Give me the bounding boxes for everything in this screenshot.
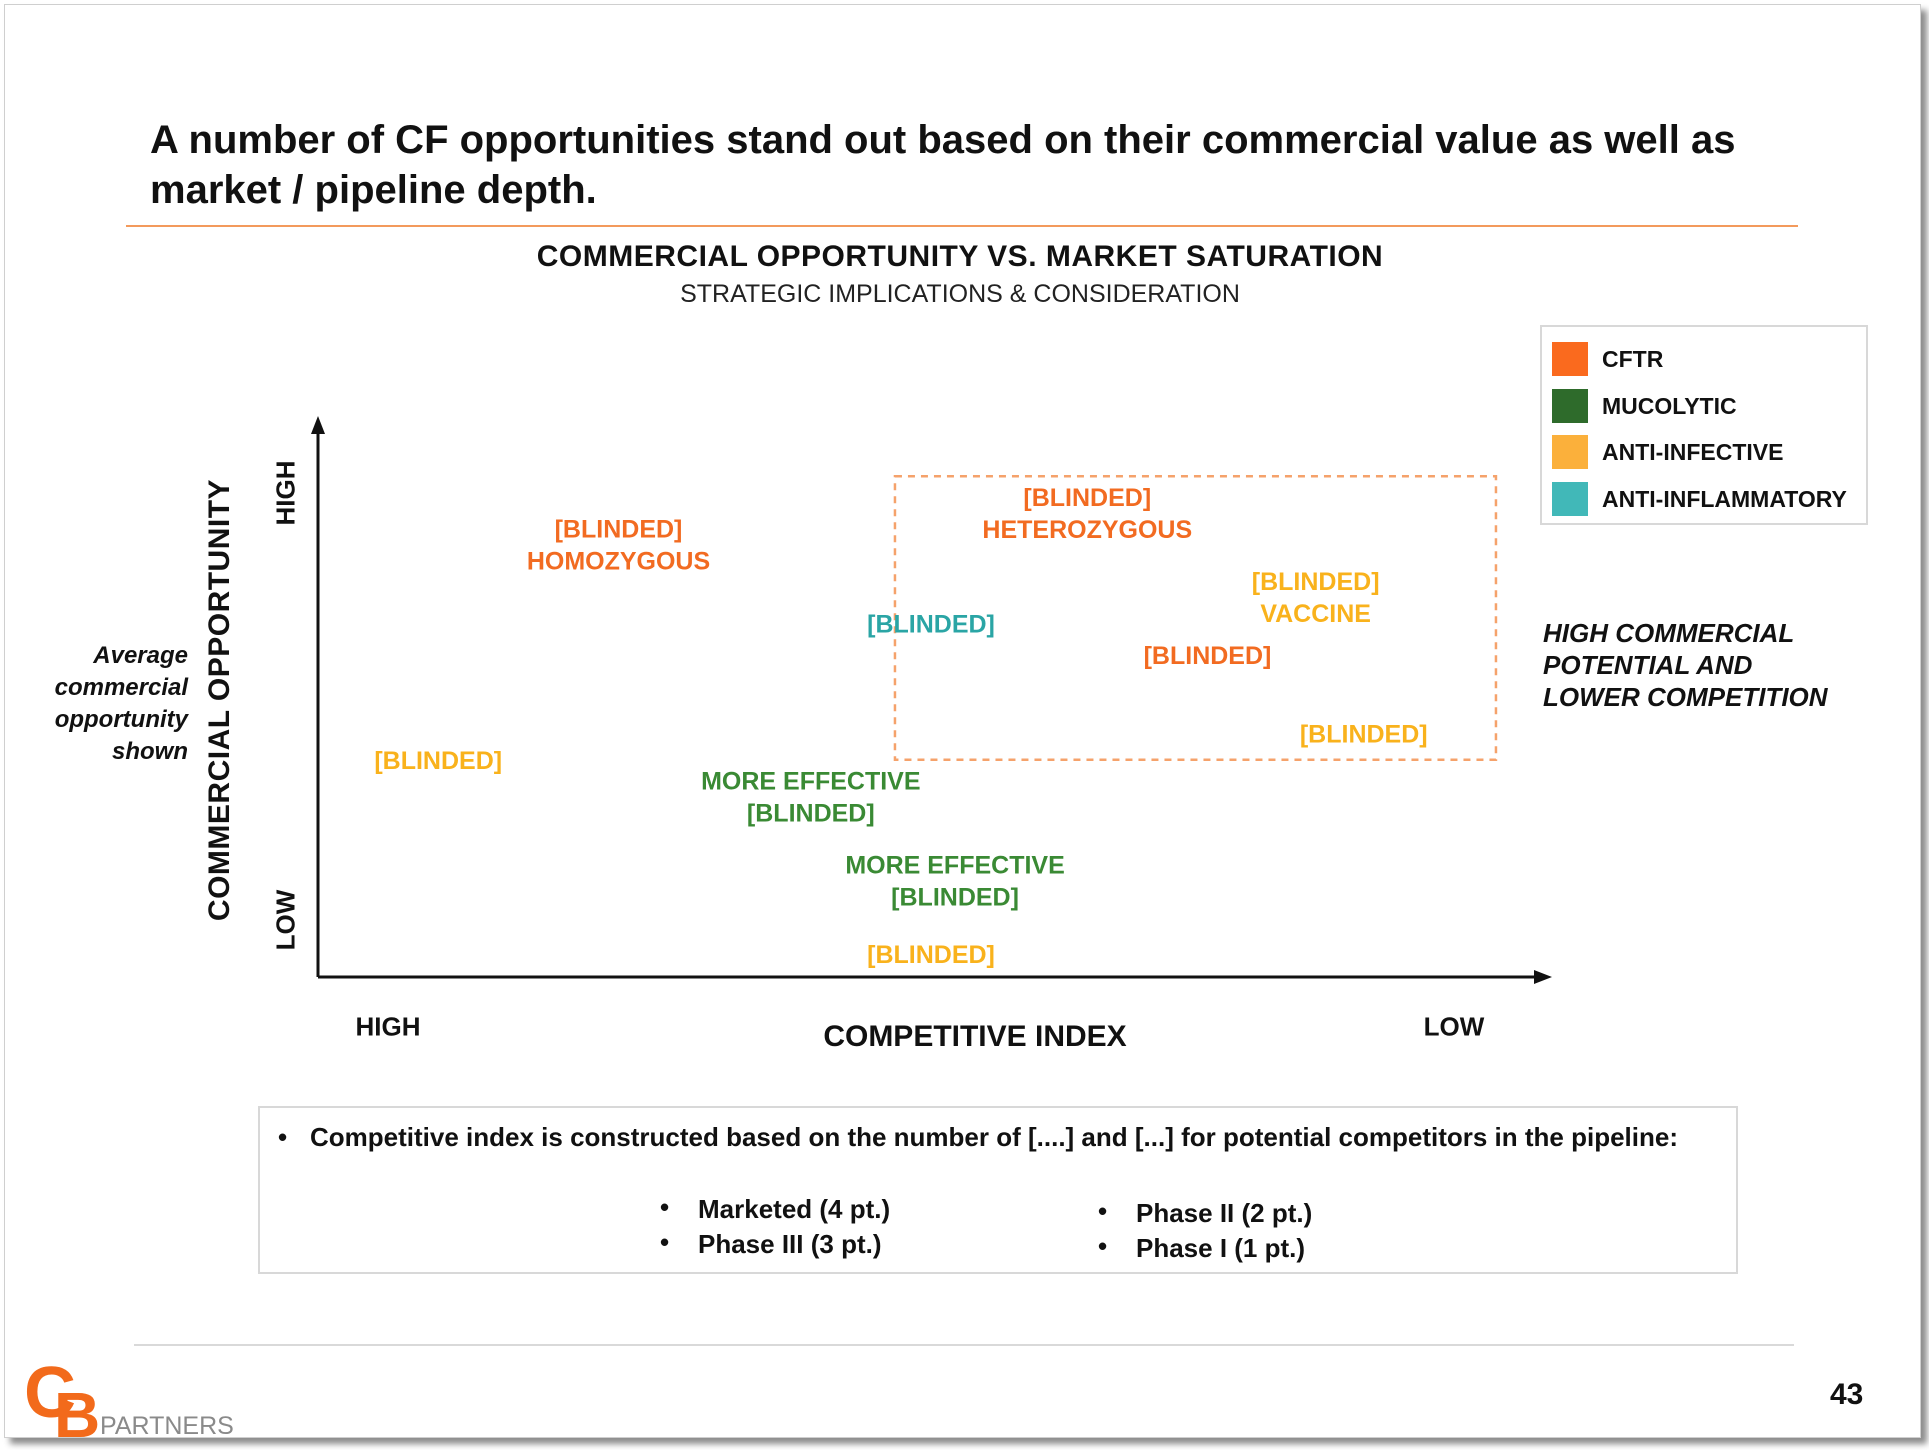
title-divider <box>126 225 1798 227</box>
data-point-label: MORE EFFECTIVE [BLINDED] <box>701 768 920 828</box>
data-point-label: [BLINDED] <box>1144 642 1272 670</box>
data-point-label: [BLINDED] <box>867 941 995 969</box>
x-tick-low: LOW <box>1423 1011 1485 1042</box>
legend-label-anti-infective: ANTI-INFECTIVE <box>1602 438 1784 465</box>
svg-text:B: B <box>54 1379 100 1440</box>
page-number: 43 <box>1830 1378 1864 1411</box>
highlight-callout: HIGH COMMERCIAL POTENTIAL AND LOWER COMP… <box>1543 618 1828 712</box>
chart-legend: CFTR MUCOLYTIC ANTI-INFECTIVE ANTI-INFLA… <box>1540 325 1868 525</box>
data-point-label-line: MORE EFFECTIVE <box>845 852 1064 880</box>
legend-label-cftr: CFTR <box>1602 345 1664 372</box>
x-axis-title: COMPETITIVE INDEX <box>823 1020 1127 1053</box>
methodology-note: • Competitive index is constructed based… <box>258 1106 1738 1274</box>
y-tick-low: LOW <box>270 889 301 951</box>
svg-text:C: C <box>24 1353 76 1433</box>
x-tick-high: HIGH <box>355 1011 421 1042</box>
bullet-icon: • <box>660 1192 670 1222</box>
logo-word: PARTNERS <box>100 1412 234 1440</box>
data-point-label: [BLINDED] <box>867 610 995 638</box>
data-point-label-line: HOMOZYGOUS <box>527 548 710 576</box>
data-point-label-line: [BLINDED] <box>867 941 995 969</box>
data-point-label-line: [BLINDED] <box>867 610 995 638</box>
score-phase-i: Phase I (1 pt.) <box>1136 1233 1306 1263</box>
footer-divider <box>134 1344 1794 1346</box>
legend-swatch-mucolytic <box>1552 389 1588 423</box>
y-tick-high: HIGH <box>270 460 301 526</box>
score-marketed: Marketed (4 pt.) <box>698 1194 891 1224</box>
data-point-label-line: [BLINDED] <box>1023 484 1151 512</box>
data-point-label-line: VACCINE <box>1260 600 1371 628</box>
data-point-label-line: [BLINDED] <box>1144 642 1272 670</box>
data-point-label-line: MORE EFFECTIVE <box>701 768 920 796</box>
data-point-label-line: [BLINDED] <box>1300 721 1428 749</box>
data-point-label-line: HETEROZYGOUS <box>982 516 1192 544</box>
legend-item-anti-infective: ANTI-INFECTIVE <box>1552 434 1783 470</box>
chart-title: COMMERCIAL OPPORTUNITY VS. MARKET SATURA… <box>536 240 1384 273</box>
data-point-label-line: [BLINDED] <box>374 747 502 775</box>
bullet-icon: • <box>1098 1196 1108 1226</box>
chart-subtitle: STRATEGIC IMPLICATIONS & CONSIDERATION <box>680 280 1240 308</box>
legend-label-mucolytic: MUCOLYTIC <box>1602 392 1737 419</box>
bullet-icon: • <box>278 1122 288 1152</box>
data-point-label-line: [BLINDED] <box>555 516 683 544</box>
legend-item-anti-inflammatory: ANTI-INFLAMMATORY <box>1552 481 1847 517</box>
cb-partners-logo: C B PARTNERS <box>24 1353 234 1440</box>
y-axis-arrow-icon <box>311 416 325 434</box>
data-point-label: [BLINDED] HETEROZYGOUS <box>982 484 1192 544</box>
data-point-label: [BLINDED] HOMOZYGOUS <box>527 516 710 576</box>
y-axis-title: COMMERCIAL OPPORTUNITY <box>203 478 236 922</box>
score-phase-iii: Phase III (3 pt.) <box>698 1229 882 1259</box>
data-point-label: [BLINDED] <box>1300 721 1428 749</box>
bullet-icon: • <box>660 1227 670 1257</box>
slide-title: A number of CF opportunities stand out b… <box>150 118 1736 212</box>
data-point-label-line: [BLINDED] <box>1252 568 1380 596</box>
x-axis-arrow-icon <box>1534 970 1552 984</box>
bullet-icon: • <box>1098 1231 1108 1261</box>
legend-swatch-anti-infective <box>1552 435 1588 469</box>
data-point-label-line: [BLINDED] <box>747 800 875 828</box>
highlight-region <box>893 475 1498 761</box>
legend-label-anti-inflammatory: ANTI-INFLAMMATORY <box>1602 485 1847 512</box>
legend-swatch-cftr <box>1552 342 1588 376</box>
legend-item-mucolytic: MUCOLYTIC <box>1552 388 1737 424</box>
legend-swatch-anti-inflammatory <box>1552 482 1588 516</box>
legend-item-cftr: CFTR <box>1552 341 1663 377</box>
data-point-label: MORE EFFECTIVE [BLINDED] <box>845 852 1064 912</box>
data-point-label: [BLINDED] VACCINE <box>1252 568 1380 628</box>
score-phase-ii: Phase II (2 pt.) <box>1136 1198 1313 1228</box>
average-opportunity-note: Average commercial opportunity shown <box>54 642 188 765</box>
data-point-label-line: [BLINDED] <box>891 884 1019 912</box>
data-point-label: [BLINDED] <box>374 747 502 775</box>
note-main-text: Competitive index is constructed based o… <box>310 1122 1678 1152</box>
